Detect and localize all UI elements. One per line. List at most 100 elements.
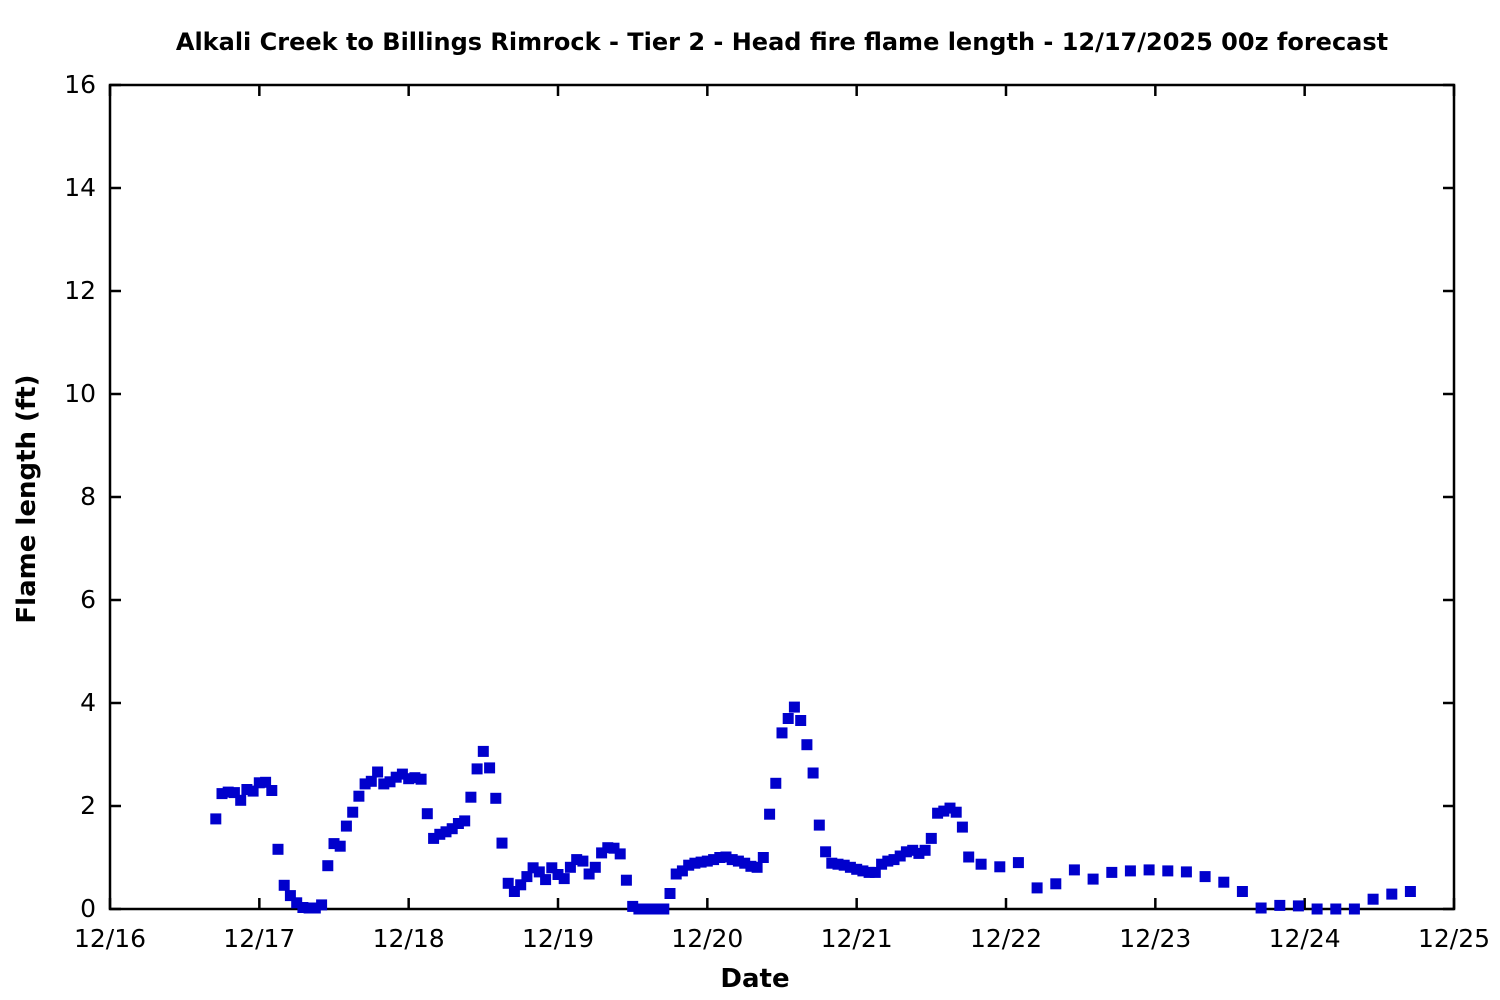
- data-point: [552, 869, 564, 880]
- data-point: [639, 903, 651, 915]
- data-point: [1404, 886, 1416, 897]
- data-point: [757, 852, 769, 863]
- data-point: [446, 823, 458, 835]
- data-point: [1311, 903, 1323, 915]
- data-point: [894, 850, 906, 862]
- data-point: [1068, 864, 1080, 876]
- data-point: [409, 772, 421, 784]
- data-point: [558, 873, 570, 885]
- x-tick-label: 12/23: [1119, 924, 1192, 953]
- y-tick-label: 16: [64, 70, 96, 99]
- data-point: [228, 787, 240, 799]
- x-tick-label: 12/22: [969, 924, 1043, 953]
- data-point: [428, 832, 440, 844]
- data-point: [484, 762, 496, 774]
- data-point: [782, 713, 794, 724]
- data-point: [944, 802, 956, 814]
- x-tick-label: 12/20: [671, 924, 744, 953]
- data-point: [820, 846, 832, 858]
- data-point: [913, 847, 925, 859]
- data-point: [540, 874, 552, 886]
- data-point: [1124, 865, 1136, 877]
- data-point: [415, 773, 427, 785]
- data-point: [764, 808, 776, 820]
- data-point: [1330, 903, 1342, 915]
- data-point: [627, 900, 639, 912]
- data-point: [876, 858, 888, 870]
- data-point: [235, 794, 247, 806]
- data-point: [434, 828, 446, 840]
- data-point: [1236, 886, 1248, 897]
- data-point: [465, 791, 477, 803]
- data-point: [857, 865, 869, 877]
- data-point: [260, 776, 272, 788]
- chart-title: Alkali Creek to Billings Rimrock - Tier …: [175, 28, 1389, 56]
- data-point: [633, 903, 645, 915]
- data-point: [316, 899, 328, 911]
- y-tick-label: 14: [64, 173, 96, 202]
- data-point: [403, 773, 415, 785]
- data-point: [328, 838, 340, 850]
- y-tick-label: 4: [80, 688, 96, 717]
- data-point: [577, 855, 589, 867]
- data-point: [583, 868, 595, 880]
- data-point: [963, 851, 975, 863]
- y-tick-label: 8: [80, 482, 96, 511]
- data-point: [602, 842, 614, 854]
- data-point: [844, 861, 856, 873]
- y-tick-label: 6: [80, 585, 96, 614]
- data-point: [620, 874, 632, 886]
- data-point: [1012, 857, 1024, 869]
- data-point: [521, 871, 533, 883]
- data-point: [384, 776, 396, 788]
- data-point: [272, 843, 284, 855]
- data-point: [869, 866, 881, 878]
- data-point: [452, 818, 464, 829]
- data-point: [838, 859, 850, 871]
- data-point: [471, 763, 483, 775]
- data-point: [1386, 888, 1398, 900]
- data-point: [334, 840, 346, 852]
- data-point: [253, 777, 265, 789]
- x-tick-label: 12/21: [820, 924, 893, 953]
- data-point: [1162, 865, 1174, 877]
- data-point: [365, 775, 377, 787]
- data-point: [589, 861, 601, 873]
- data-point: [278, 879, 290, 891]
- data-point: [291, 897, 303, 909]
- data-point: [863, 866, 875, 878]
- data-point: [266, 785, 278, 796]
- data-point: [309, 902, 321, 914]
- data-point: [533, 866, 545, 878]
- x-tick-label: 12/18: [372, 924, 445, 953]
- data-point: [813, 819, 825, 831]
- data-point: [720, 851, 732, 863]
- data-point: [770, 777, 782, 789]
- data-point: [670, 868, 682, 880]
- data-point: [241, 784, 253, 795]
- data-point: [1367, 893, 1379, 905]
- data-point: [508, 886, 520, 897]
- y-tick-label: 2: [80, 791, 96, 820]
- data-point: [701, 855, 713, 867]
- data-point: [726, 854, 738, 866]
- data-point: [1255, 902, 1267, 914]
- data-point: [956, 821, 968, 833]
- x-tick-label: 12/17: [223, 924, 296, 953]
- data-point: [614, 848, 626, 860]
- data-point: [378, 778, 390, 790]
- data-point: [1348, 903, 1360, 915]
- data-point: [247, 785, 259, 797]
- data-point: [652, 903, 664, 915]
- data-point: [496, 837, 508, 849]
- data-point: [658, 903, 670, 915]
- data-point: [683, 859, 695, 871]
- data-point: [459, 815, 471, 827]
- data-point: [490, 792, 502, 804]
- data-point: [502, 877, 514, 889]
- data-point: [676, 865, 688, 877]
- data-point: [739, 857, 751, 869]
- y-tick-label: 12: [64, 276, 96, 305]
